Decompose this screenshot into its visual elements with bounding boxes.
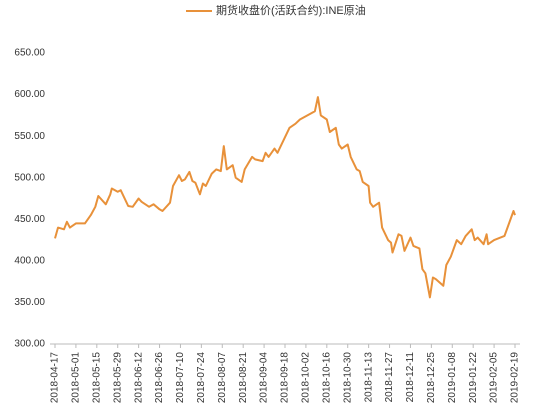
x-tick-label: 2018-06-26: [154, 352, 165, 404]
x-tick-label: 2019-01-08: [447, 352, 458, 404]
y-tick-label: 550.00: [14, 131, 45, 142]
x-tick-label: 2018-08-07: [217, 352, 228, 404]
x-tick-label: 2018-08-21: [238, 352, 249, 404]
x-tick-label: 2018-05-01: [71, 352, 82, 404]
x-tick-label: 2018-06-12: [133, 352, 144, 404]
x-tick-label: 2018-09-04: [259, 352, 270, 404]
x-tick-label: 2018-07-10: [175, 352, 186, 404]
y-tick-label: 500.00: [14, 172, 45, 183]
x-tick-label: 2018-09-18: [280, 352, 291, 404]
x-tick-label: 2018-10-02: [301, 352, 312, 404]
line: [54, 96, 516, 299]
y-tick-label: 350.00: [14, 297, 45, 308]
x-tick-label: 2018-12-11: [405, 352, 416, 403]
x-tick-label: 2018-10-30: [342, 352, 353, 404]
x-tick-label: 2018-05-15: [91, 352, 102, 404]
y-tick-label: 450.00: [14, 214, 45, 225]
x-tick-label: 2019-01-22: [468, 352, 479, 404]
x-tick-label: 2018-04-17: [50, 352, 61, 404]
x-tick-label: 2018-12-25: [426, 352, 437, 404]
x-tick-label: 2019-02-19: [510, 352, 521, 404]
x-tick-label: 2018-10-16: [321, 352, 332, 404]
x-tick-label: 2018-07-24: [196, 352, 207, 404]
y-tick-label: 600.00: [14, 89, 45, 100]
y-tick-label: 300.00: [14, 339, 45, 350]
x-tick-label: 2019-02-05: [489, 352, 500, 404]
y-tick-label: 400.00: [14, 255, 45, 266]
x-tick-label: 2018-05-29: [112, 352, 123, 404]
x-tick-label: 2018-11-27: [384, 352, 395, 403]
legend-label: 期货收盘价(活跃合约):INE原油: [216, 3, 366, 17]
y-tick-label: 650.00: [14, 48, 45, 59]
x-tick-label: 2018-11-13: [363, 352, 374, 403]
